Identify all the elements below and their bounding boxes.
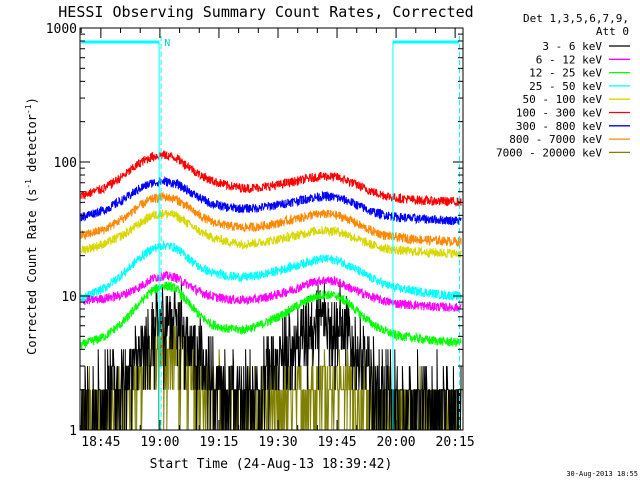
series-line-3-6-kev <box>80 280 462 431</box>
y-tick-label-10: 10 <box>61 290 77 305</box>
x-tick-label-2015: 20:15 <box>436 435 475 450</box>
night-marker-label: N <box>164 38 170 49</box>
x-tick-label-1900: 19:00 <box>140 435 179 450</box>
series-line-100-300-kev <box>80 150 462 207</box>
x-tick-label-1845: 18:45 <box>81 435 120 450</box>
legend-label-50-100-kev: 50 - 100 keV <box>523 93 603 106</box>
legend-label-300-800-kev: 300 - 800 keV <box>516 120 602 133</box>
footer-timestamp: 30-Aug-2013 18:55 <box>566 470 638 478</box>
x-tick-label-1945: 19:45 <box>317 435 356 450</box>
legend-label-25-50-kev: 25 - 50 keV <box>529 80 602 93</box>
y-axis-label: Corrected Count Rate (s-1 detector-1) <box>24 97 39 355</box>
legend-label-800-7000-kev: 800 - 7000 keV <box>509 133 602 146</box>
legend-label-12-25-kev: 12 - 25 keV <box>529 67 602 80</box>
series-line-6-12-kev <box>80 270 462 313</box>
series-line-12-25-kev <box>80 281 462 350</box>
legend-header-detectors: Det 1,3,5,6,7,9, <box>523 12 629 25</box>
legend-label-3-6-kev: 3 - 6 keV <box>542 40 602 53</box>
series-line-50-100-kev <box>80 209 462 259</box>
legend-label-6-12-kev: 6 - 12 keV <box>536 53 603 66</box>
x-axis-label: Start Time (24-Aug-13 18:39:42) <box>150 457 393 472</box>
plot-frame <box>79 27 464 431</box>
legend-label-100-300-kev: 100 - 300 keV <box>516 107 602 120</box>
plot-area: N <box>79 27 464 431</box>
y-tick-label-1000: 1000 <box>46 22 77 37</box>
x-tick-label-1930: 19:30 <box>258 435 297 450</box>
y-tick-label-100: 100 <box>54 156 77 171</box>
series-line-800-7000-kev <box>80 191 462 248</box>
series-line-300-800-kev <box>80 175 462 226</box>
y-tick-label-1: 1 <box>69 424 77 439</box>
x-tick-label-1915: 19:15 <box>199 435 238 450</box>
y-axis: 1 10 100 1000 <box>46 22 463 439</box>
x-tick-label-2000: 20:00 <box>377 435 416 450</box>
legend-header-attenuator: Att 0 <box>596 25 629 38</box>
series-line-25-50-kev <box>80 240 462 303</box>
legend-label-7000-20000-kev: 7000 - 20000 keV <box>496 146 602 159</box>
x-axis: 18:45 19:00 19:15 19:30 19:45 20:00 20:15 <box>80 28 475 450</box>
chart-title: HESSI Observing Summary Count Rates, Cor… <box>58 3 473 21</box>
